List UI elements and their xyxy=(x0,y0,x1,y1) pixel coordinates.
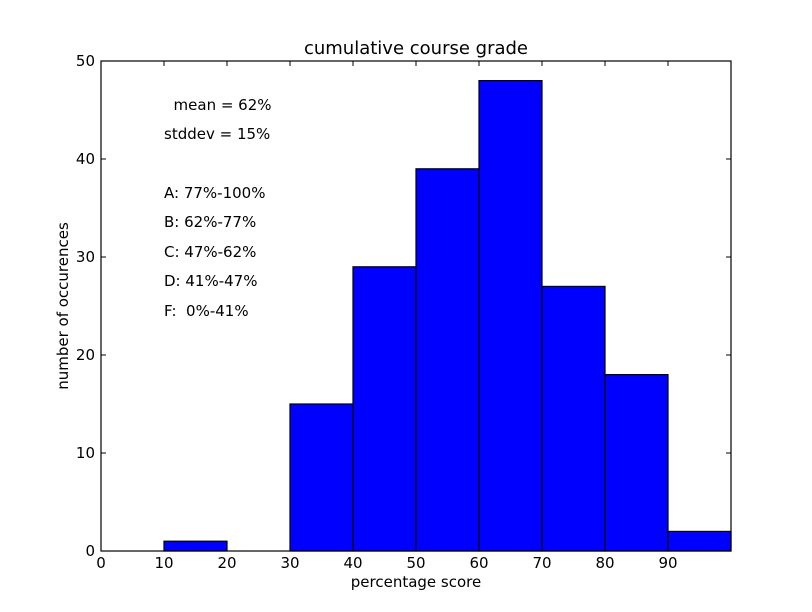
histogram-bar-3 xyxy=(415,168,480,552)
histogram-bar-4 xyxy=(478,79,543,552)
annotation-1: stddev = 15% xyxy=(164,125,270,143)
x-tick-label-7: 70 xyxy=(532,554,551,572)
y-tick-label-3: 30 xyxy=(76,248,95,266)
x-tick-label-0: 0 xyxy=(96,554,106,572)
y-tick-label-5: 50 xyxy=(76,52,95,70)
histogram-bar-1 xyxy=(289,403,354,552)
annotation-2: A: 77%-100% xyxy=(164,184,265,202)
x-tick-label-6: 60 xyxy=(469,554,488,572)
ticks-group: 0 10 20 30 40 50 60 70 80 90 0 10 20 30 40 50 xyxy=(76,52,731,572)
x-axis-label: percentage score xyxy=(351,573,481,591)
histogram-bar-7 xyxy=(667,530,732,552)
annotation-0: mean = 62% xyxy=(164,96,272,114)
y-tick-label-1: 10 xyxy=(76,444,95,462)
x-tick-label-1: 10 xyxy=(154,554,173,572)
bars-group xyxy=(163,79,732,552)
annotation-5: D: 41%-47% xyxy=(164,272,257,290)
y-tick-label-0: 0 xyxy=(85,542,95,560)
annotations-group: mean = 62% stddev = 15% A: 77%-100% B: 62%-… xyxy=(164,96,272,320)
histogram-bar-0 xyxy=(163,540,228,552)
x-tick-label-5: 50 xyxy=(406,554,425,572)
x-tick-label-4: 40 xyxy=(343,554,362,572)
x-tick-label-8: 80 xyxy=(595,554,614,572)
y-tick-label-2: 20 xyxy=(76,346,95,364)
x-tick-label-3: 30 xyxy=(280,554,299,572)
x-tick-label-9: 90 xyxy=(658,554,677,572)
annotation-4: C: 47%-62% xyxy=(164,243,256,261)
annotation-3: B: 62%-77% xyxy=(164,213,256,231)
histogram-bar-6 xyxy=(604,374,669,552)
plot-frame xyxy=(100,60,732,552)
histogram-bar-2 xyxy=(352,266,417,552)
x-tick-label-2: 20 xyxy=(217,554,236,572)
chart-title: cumulative course grade xyxy=(304,38,528,59)
annotation-6: F: 0%-41% xyxy=(164,302,249,320)
histogram-bar-5 xyxy=(541,285,606,552)
y-axis-label: number of occurences xyxy=(54,222,72,390)
y-tick-label-4: 40 xyxy=(76,150,95,168)
